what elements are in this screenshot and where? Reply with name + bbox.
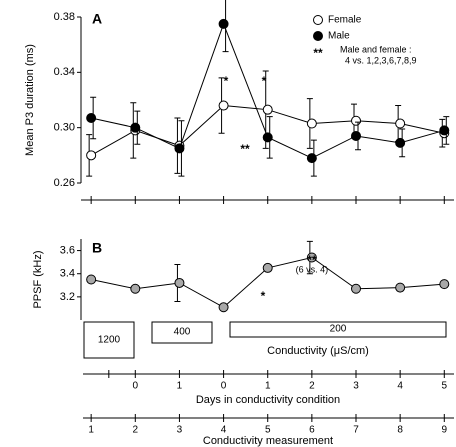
condition-box (229, 321, 447, 338)
days-tick-label: 4 (397, 381, 403, 392)
data-point (130, 283, 141, 294)
data-point (439, 125, 450, 136)
data-point (86, 150, 97, 161)
measurement-tick-label: 9 (442, 425, 448, 436)
data-point (351, 130, 362, 141)
annotation: ** (307, 253, 317, 267)
measurement-tick-label: 1 (88, 425, 94, 436)
legend-marker (313, 31, 323, 41)
data-point (218, 100, 229, 111)
data-point (86, 112, 97, 123)
legend-label: Male (328, 31, 350, 42)
data-point (130, 122, 141, 133)
y-axis-label: Mean P3 duration (ms) (24, 44, 36, 156)
legend-note: 4 vs. 1,2,3,6,7,8,9 (345, 55, 417, 65)
days-tick-label: 2 (309, 381, 315, 392)
y-axis-label: PPSF (kHz) (32, 250, 44, 308)
data-point (439, 279, 450, 290)
data-point (351, 283, 362, 294)
measurement-tick-label: 5 (265, 425, 271, 436)
data-point (306, 153, 317, 164)
condition-box (151, 321, 213, 344)
data-point (174, 143, 185, 154)
legend-symbol: ** (313, 46, 323, 60)
data-point (218, 18, 229, 29)
measurement-axis-title: Conductivity measurement (203, 435, 333, 447)
measurement-tick-label: 4 (221, 425, 227, 436)
days-tick-label: 0 (133, 381, 139, 392)
conditions-title: Conductivity (μS/cm) (267, 345, 369, 357)
legend-note: Male and female : (340, 44, 412, 54)
days-tick-label: 3 (353, 381, 359, 392)
data-point (262, 132, 273, 143)
annotation: * (262, 74, 267, 88)
condition-box (83, 321, 135, 359)
annotation: * (224, 74, 229, 88)
y-tick-label: 0.38 (54, 11, 75, 23)
days-tick-label: 1 (265, 381, 271, 392)
data-point (86, 274, 97, 285)
measurement-tick-label: 2 (133, 425, 139, 436)
legend-marker (313, 15, 323, 25)
days-tick-label: 5 (442, 381, 448, 392)
measurement-tick-label: 8 (397, 425, 403, 436)
panel-label: A (92, 11, 102, 27)
annotation: * (261, 289, 266, 303)
measurement-tick-label: 6 (309, 425, 315, 436)
data-point (306, 118, 317, 129)
panel-label: B (92, 240, 102, 256)
data-point (218, 302, 229, 313)
days-axis-title: Days in conductivity condition (196, 394, 340, 406)
measurement-tick-label: 3 (177, 425, 183, 436)
condition-label: 400 (174, 327, 191, 338)
data-point (174, 277, 185, 288)
measurement-tick-label: 7 (353, 425, 359, 436)
days-tick-label: 1 (177, 381, 183, 392)
y-tick-label: 0.34 (54, 66, 75, 78)
y-tick-label: 3.4 (60, 268, 75, 280)
condition-label: 200 (330, 324, 347, 335)
days-tick-label: 0 (221, 381, 227, 392)
data-point (395, 118, 406, 129)
data-point (262, 104, 273, 115)
data-point (395, 282, 406, 293)
condition-label: 1200 (98, 335, 121, 346)
data-point (262, 262, 273, 273)
data-point (306, 252, 317, 263)
legend-label: Female (328, 15, 362, 26)
data-point (395, 137, 406, 148)
y-tick-label: 3.6 (60, 244, 75, 256)
annotation: ** (240, 142, 250, 156)
data-point (351, 115, 362, 126)
y-tick-label: 0.26 (54, 177, 75, 189)
y-tick-label: 3.2 (60, 291, 75, 303)
annotation: (6 vs. 4) (296, 264, 329, 274)
y-tick-label: 0.30 (54, 122, 75, 134)
